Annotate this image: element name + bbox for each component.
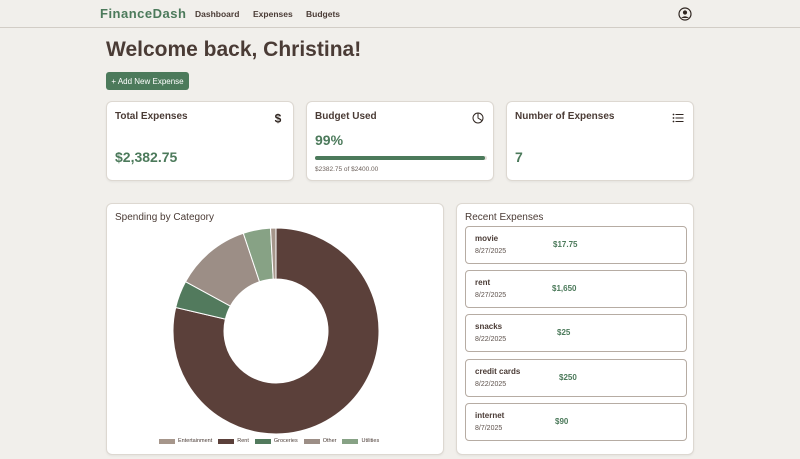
expense-item-rent[interactable]: rent 8/27/2025 $1,650 [465, 270, 687, 308]
budget-progress-fill [315, 156, 486, 160]
budget-progress-bar [315, 156, 487, 160]
legend-rent: Rent [218, 438, 249, 444]
recent-expenses-title: Recent Expenses [465, 212, 544, 223]
expense-item-movie[interactable]: movie 8/27/2025 $17.75 [465, 226, 687, 264]
expense-count-card: Number of Expenses 7 [506, 101, 694, 181]
expense-name: credit cards [475, 367, 521, 376]
budget-detail: $2382.75 of $2400.00 [315, 166, 379, 173]
expense-date: 8/22/2025 [475, 381, 507, 388]
expense-name: internet [475, 411, 505, 420]
expense-name: movie [475, 234, 499, 243]
expense-item-snacks[interactable]: snacks 8/22/2025 $25 [465, 314, 687, 352]
expense-amount: $17.75 [553, 240, 578, 249]
list-icon [672, 113, 684, 123]
add-expense-button[interactable]: + Add New Expense [106, 72, 189, 90]
nav-expenses[interactable]: Expenses [253, 9, 293, 19]
total-expenses-title: Total Expenses [115, 111, 188, 122]
expense-date: 8/22/2025 [475, 336, 507, 343]
top-nav: FinanceDash Dashboard Expenses Budgets [0, 0, 800, 28]
expense-amount: $90 [555, 417, 569, 426]
legend-entertainment: Entertainment [159, 438, 212, 444]
expense-date: 8/27/2025 [475, 292, 507, 299]
expense-date: 8/7/2025 [475, 425, 503, 432]
expense-name: snacks [475, 322, 503, 331]
expense-amount: $250 [559, 373, 577, 382]
budget-used-card: Budget Used 99% $2382.75 of $2400.00 [306, 101, 494, 181]
slice-entertainment[interactable] [270, 227, 277, 280]
expense-count-title: Number of Expenses [515, 111, 615, 122]
svg-text:$: $ [275, 112, 282, 124]
page-title: Welcome back, Christina! [106, 38, 362, 61]
budget-used-title: Budget Used [315, 111, 377, 122]
expense-amount: $1,650 [552, 284, 577, 293]
chart-legend: Entertainment Rent Groceries Other Utili… [159, 438, 379, 444]
expense-date: 8/27/2025 [475, 248, 507, 255]
total-expenses-value: $2,382.75 [115, 149, 178, 165]
expense-item-credit-cards[interactable]: credit cards 8/22/2025 $250 [465, 359, 687, 397]
spending-donut-chart [172, 227, 380, 434]
brand-logo[interactable]: FinanceDash [100, 6, 187, 21]
expense-amount: $25 [557, 328, 571, 337]
dollar-icon: $ [275, 112, 282, 124]
user-circle-icon[interactable] [678, 7, 692, 21]
spending-chart-card: Spending by Category Entertainment Rent … [106, 203, 444, 455]
legend-other: Other [303, 438, 336, 444]
legend-utilities: Utilities [342, 438, 379, 444]
pie-chart-icon [472, 112, 484, 124]
expense-name: rent [475, 278, 491, 287]
spending-chart-title: Spending by Category [115, 212, 214, 223]
nav-dashboard[interactable]: Dashboard [195, 9, 240, 19]
nav-budgets[interactable]: Budgets [306, 9, 340, 19]
budget-used-value: 99% [315, 132, 344, 148]
slice-rent[interactable] [172, 227, 380, 434]
legend-groceries: Groceries [254, 438, 298, 444]
total-expenses-card: Total Expenses $ $2,382.75 [106, 101, 294, 181]
expense-item-internet[interactable]: internet 8/7/2025 $90 [465, 403, 687, 441]
recent-expenses-card: Recent Expenses movie 8/27/2025 $17.75 r… [456, 203, 694, 455]
expense-count-value: 7 [515, 149, 523, 165]
